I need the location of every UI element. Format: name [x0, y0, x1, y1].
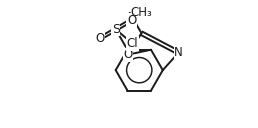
Text: O: O [95, 32, 104, 45]
Text: O: O [127, 14, 136, 27]
Text: CH₃: CH₃ [131, 6, 152, 19]
Text: N: N [174, 46, 183, 59]
Text: Cl: Cl [126, 37, 138, 50]
Text: S: S [112, 23, 120, 36]
Text: O: O [123, 48, 133, 61]
